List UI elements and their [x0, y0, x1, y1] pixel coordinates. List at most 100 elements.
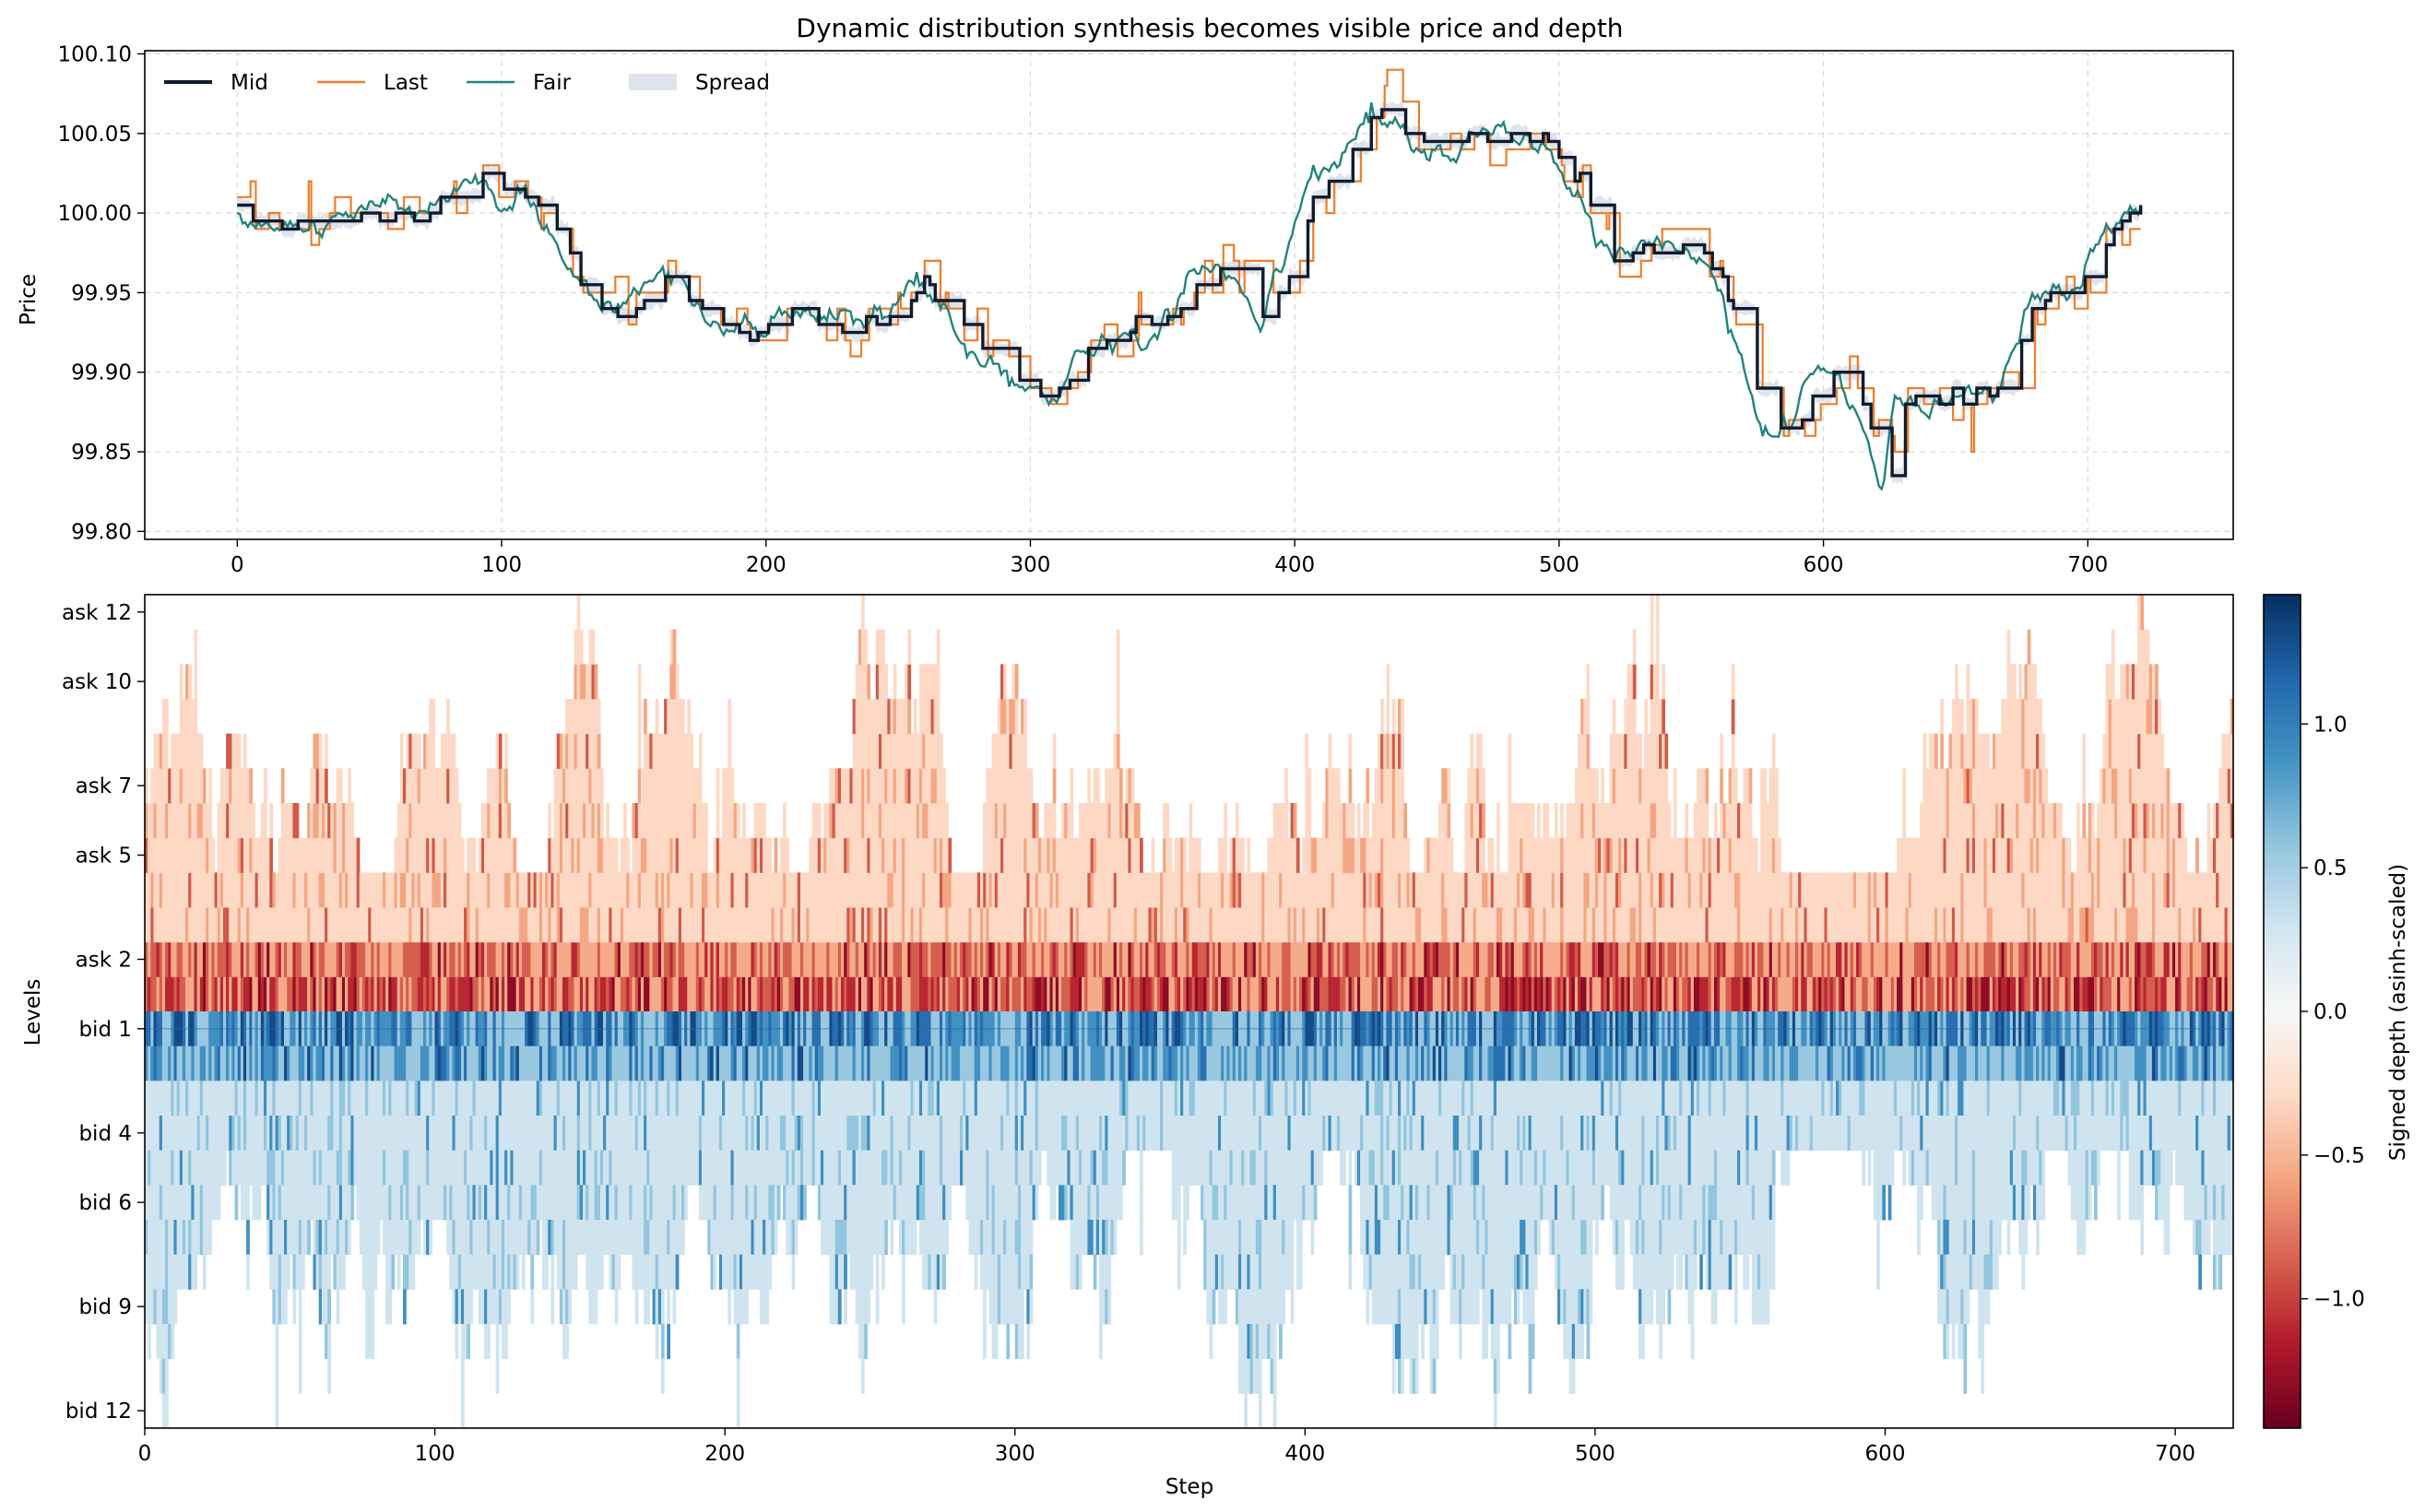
depth-cell [1594, 768, 1599, 804]
depth-cell [1459, 941, 1462, 977]
depth-cell [1221, 837, 1224, 873]
depth-cell [1389, 733, 1393, 769]
depth-cell [890, 699, 894, 735]
depth-cell [246, 872, 250, 908]
depth-cell [1705, 907, 1709, 943]
depth-cell [226, 941, 230, 977]
depth-cell [1435, 941, 1439, 977]
depth-cell [902, 733, 905, 769]
depth-cell [1697, 872, 1700, 908]
depth-cell [939, 803, 943, 839]
depth-cell [2102, 837, 2107, 873]
depth-cell [649, 768, 654, 804]
depth-cell [1105, 907, 1109, 943]
depth-cell [1740, 976, 1744, 1012]
depth-cell [226, 837, 230, 873]
depth-cell [437, 872, 442, 908]
depth-cell [492, 768, 497, 804]
depth-cell [565, 768, 569, 804]
depth-cell [644, 872, 647, 908]
depth-cell [2064, 941, 2069, 977]
depth-cell [1589, 768, 1593, 804]
depth-cell [545, 907, 549, 943]
depth-cell [1615, 837, 1619, 873]
depth-cell [576, 837, 581, 873]
depth-cell [295, 837, 300, 873]
depth-cell [1850, 907, 1854, 943]
depth-cell [191, 699, 195, 735]
depth-cell [1946, 803, 1950, 839]
depth-cell [1272, 976, 1277, 1012]
depth-cell [1000, 907, 1004, 943]
depth-cell [893, 803, 897, 839]
depth-cell [913, 733, 917, 769]
depth-cell [713, 941, 717, 977]
depth-cell [834, 872, 839, 908]
depth-cell [1102, 803, 1106, 839]
depth-cell [2070, 976, 2075, 1012]
depth-cell [1247, 976, 1251, 1012]
depth-cell [1391, 803, 1396, 839]
depth-cell [1713, 803, 1718, 839]
depth-cell [1986, 941, 1991, 977]
depth-cell [1908, 872, 1912, 908]
depth-cell [490, 872, 494, 908]
depth-cell [1275, 872, 1280, 908]
depth-cell [2120, 976, 2124, 1012]
depth-cell [527, 941, 531, 977]
depth-cell [2123, 976, 2127, 1012]
depth-cell [295, 907, 300, 943]
depth-cell [664, 941, 668, 977]
depth-cell [1275, 837, 1280, 873]
depth-cell [872, 803, 877, 839]
depth-cell [718, 837, 723, 873]
depth-cell [2036, 941, 2040, 977]
depth-cell [1067, 907, 1071, 943]
depth-cell [922, 768, 926, 804]
depth-cell [1098, 976, 1103, 1012]
depth-cell [2001, 872, 2005, 908]
depth-cell [1763, 976, 1768, 1012]
depth-cell [742, 976, 746, 1012]
depth-cell [1543, 872, 1547, 908]
depth-cell [399, 803, 404, 839]
depth-cell [1510, 872, 1515, 908]
depth-cell [399, 872, 404, 908]
depth-cell [2158, 803, 2161, 839]
depth-cell [1032, 837, 1036, 873]
depth-cell [191, 976, 195, 1012]
depth-cell [1955, 941, 1958, 977]
depth-cell [902, 941, 905, 977]
depth-cell [2158, 872, 2161, 908]
depth-cell [292, 872, 297, 908]
depth-cell [1624, 976, 1628, 1012]
depth-cell [1047, 872, 1051, 908]
depth-cell [948, 872, 952, 908]
depth-cell [1125, 837, 1130, 873]
depth-cell [875, 976, 880, 1012]
depth-cell [1412, 872, 1416, 908]
depth-cell [1902, 803, 1907, 839]
depth-cell [951, 872, 955, 908]
depth-cell [1662, 976, 1666, 1012]
depth-cell [1191, 941, 1196, 977]
depth-cell [2224, 907, 2229, 943]
depth-cell [1356, 941, 1361, 977]
depth-cell [844, 976, 847, 1012]
depth-cell [672, 699, 677, 735]
depth-cell [1655, 595, 1660, 631]
depth-cell [660, 872, 665, 908]
depth-cell [1237, 907, 1242, 943]
depth-cell [469, 872, 474, 908]
depth-cell [1922, 872, 1927, 908]
depth-cell [2221, 907, 2226, 943]
depth-cell [1119, 976, 1123, 1012]
depth-cell [231, 941, 236, 977]
depth-cell [313, 768, 317, 804]
depth-cell [864, 941, 868, 977]
depth-cell [574, 768, 578, 804]
depth-cell [518, 941, 523, 977]
depth-cell [884, 907, 888, 943]
depth-cell [1870, 907, 1875, 943]
